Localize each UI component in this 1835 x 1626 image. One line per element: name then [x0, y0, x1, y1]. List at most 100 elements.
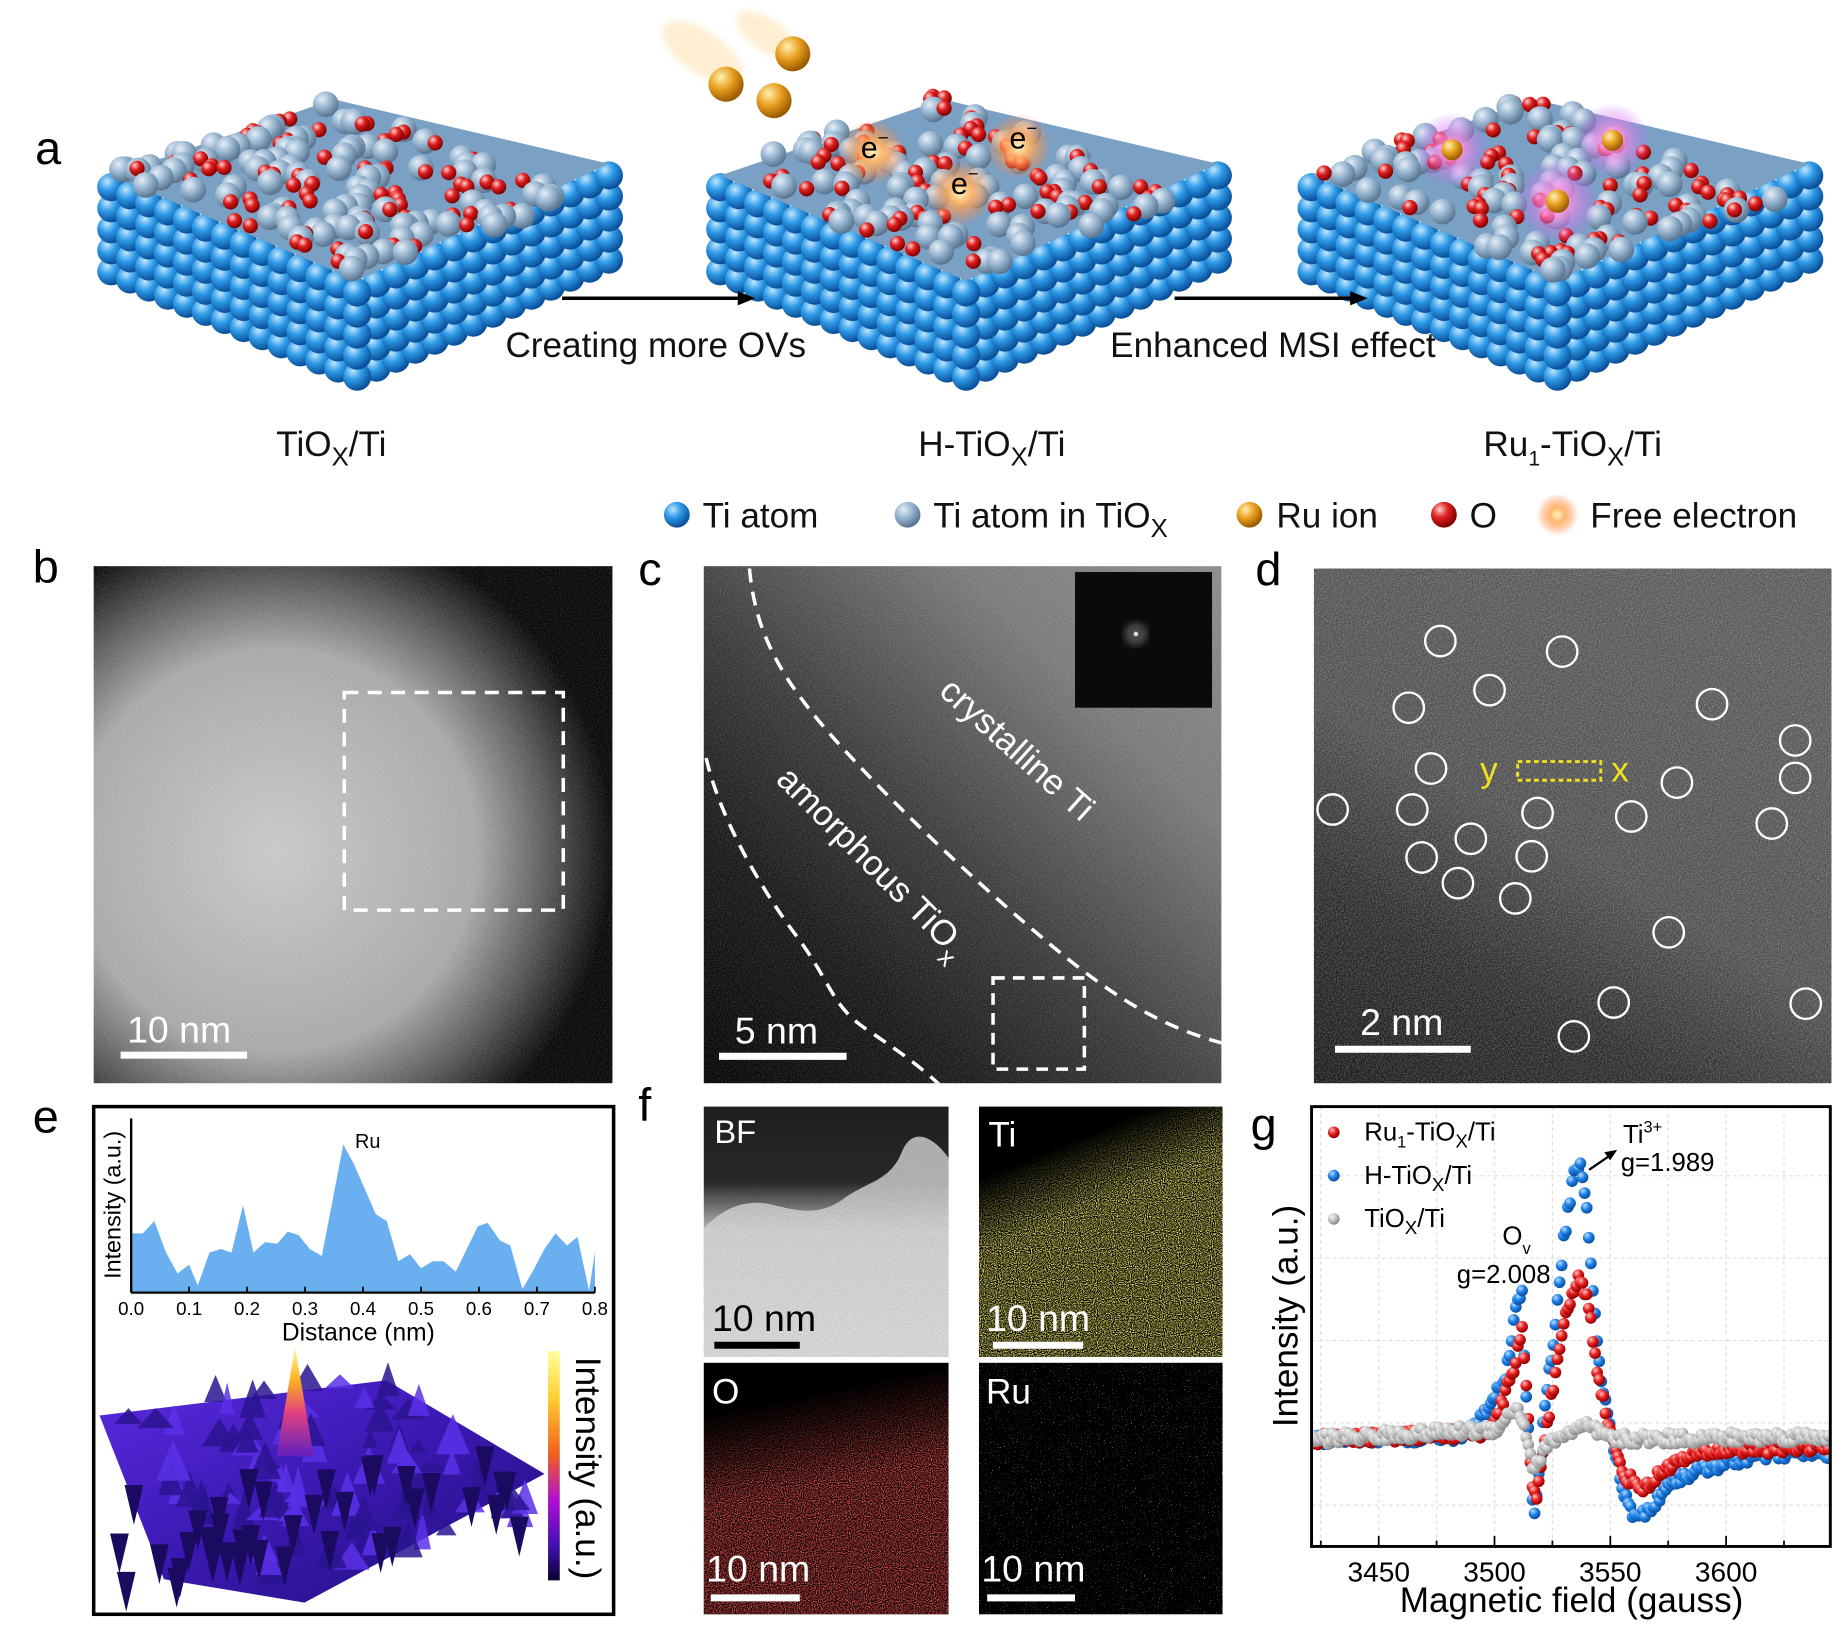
surface-spike	[175, 1471, 204, 1507]
data-point-ru1-tiox	[1551, 1353, 1564, 1366]
o-atom	[459, 217, 475, 233]
single-atom-marker	[1423, 624, 1457, 658]
arrow-creating-ovs: Creating more OVs	[505, 291, 806, 365]
legend-label: O	[1470, 497, 1497, 536]
o-atom	[479, 174, 495, 190]
o-atom	[216, 159, 232, 175]
data-point-ru1-tiox	[1532, 1475, 1545, 1488]
ru-signal	[978, 1362, 1223, 1615]
surface-trough	[170, 1558, 190, 1598]
map-label: Ti	[988, 1115, 1016, 1154]
o-atom	[1700, 184, 1716, 200]
x-axis-label: Magnetic field (gauss)	[1400, 1581, 1744, 1620]
surface-trough	[462, 1487, 481, 1527]
o-atom	[936, 100, 952, 116]
o-atom	[810, 154, 826, 170]
panel-label-c: c	[638, 543, 661, 595]
sample-label-ru1-tiox: Ru1-TiOX/Ti	[1483, 425, 1662, 471]
surface-spike	[365, 1399, 395, 1432]
data-point-tiox	[1522, 1439, 1535, 1451]
arrow1-label: Creating more OVs	[505, 326, 806, 365]
legend-label: H-TiOX/Ti	[1364, 1162, 1472, 1195]
surface-trough	[210, 1513, 230, 1554]
free-electron-swatch	[1536, 493, 1579, 536]
surface-spike	[324, 1374, 355, 1389]
map-label: BF	[714, 1113, 756, 1150]
data-point-h-tiox	[1564, 1197, 1576, 1210]
free-electrons: e− e− e−	[839, 113, 1052, 226]
o-atom	[201, 161, 217, 177]
surface-spike	[204, 1375, 227, 1402]
zoom-region-box	[342, 690, 566, 912]
x-tick-label: 0.4	[350, 1298, 376, 1319]
y-axis-label: Intensity (a.u.)	[100, 1131, 126, 1279]
surface-spike	[354, 1386, 375, 1408]
single-atom-marker	[1405, 841, 1439, 874]
ti-atom-in-tiox	[1486, 234, 1513, 260]
ti-atom-in-tiox	[214, 136, 241, 162]
o-atom	[1000, 197, 1017, 213]
ti-atom-in-tiox	[1539, 256, 1566, 283]
single-atom-marker	[1395, 793, 1429, 826]
ti-atom-in-tiox	[1761, 186, 1788, 212]
data-point-ru1-tiox	[1557, 1317, 1570, 1330]
surface-spike	[362, 1429, 378, 1449]
ru-ions-incoming	[662, 10, 811, 119]
o-atom	[1472, 212, 1489, 228]
data-point-ru1-tiox	[1530, 1493, 1543, 1505]
o-atom	[1032, 170, 1048, 186]
single-atom-marker	[1695, 687, 1729, 721]
ti-atom-in-tiox	[257, 169, 284, 196]
surface-trough	[241, 1525, 261, 1566]
x-tick-label: 3450	[1347, 1557, 1410, 1588]
surface-trough	[275, 1546, 295, 1587]
o-atom	[1632, 187, 1648, 203]
data-point-ru1-tiox	[1516, 1320, 1528, 1333]
ti-signal	[978, 1106, 1223, 1357]
line-profile-box	[1516, 760, 1603, 782]
ti-atom-in-tiox	[132, 172, 159, 198]
o-atom	[886, 216, 902, 232]
single-atom-marker	[1521, 796, 1554, 830]
data-point-ru1-tiox	[1547, 1384, 1560, 1397]
data-point-h-tiox	[1555, 1259, 1568, 1272]
ti-atom-in-tiox	[1497, 98, 1524, 125]
data-point-ru1-tiox	[1599, 1407, 1612, 1420]
o-atom	[1077, 194, 1093, 211]
electron-label: e−	[861, 127, 889, 165]
legend-label: Ti atom	[703, 497, 819, 536]
ti-atom-in-tiox	[1429, 198, 1456, 225]
x-tick-label: 0.1	[176, 1298, 202, 1319]
o-atom	[1702, 213, 1718, 229]
surface-trough	[188, 1510, 208, 1551]
surface-trough	[110, 1533, 129, 1574]
panel-label-g: g	[1251, 1099, 1277, 1151]
data-point-ru1-tiox	[1507, 1366, 1520, 1379]
map-ti: Ti 10 nm	[978, 1106, 1223, 1357]
panel-g: g 3450 3500 3550 3600 Intensity (a.u.) Magn…	[1251, 1099, 1832, 1620]
single-atom-marker	[1454, 822, 1488, 856]
single-atom-marker	[1778, 761, 1812, 795]
panel-b: b 10 nm	[33, 541, 613, 1084]
scale-bar-label: 10 nm	[127, 1008, 231, 1050]
x-tick-label: 0.7	[524, 1298, 550, 1319]
o-atom	[823, 136, 839, 153]
map-label: O	[712, 1373, 739, 1412]
surface-trough	[304, 1494, 324, 1535]
surface-spike	[235, 1411, 263, 1440]
ti-atom	[343, 341, 372, 370]
data-point-ru1-tiox	[1564, 1298, 1576, 1311]
single-atom-marker	[1597, 986, 1631, 1019]
o-atom	[859, 222, 875, 238]
ti-atom-in-tiox	[1574, 243, 1600, 269]
scale-bar-label: 2 nm	[1360, 1001, 1443, 1043]
panel-e: e Intensity (a.u.) Distance (nm) Ru 0.0 0…	[33, 1090, 616, 1617]
surface-trough	[217, 1542, 237, 1582]
electron-label: e−	[1009, 118, 1037, 156]
surface-trough	[320, 1531, 340, 1571]
ti-atom-in-tiox	[917, 131, 944, 157]
surface-trough	[421, 1472, 441, 1513]
single-atom-marker	[1614, 800, 1648, 833]
single-atom-marker	[1498, 882, 1532, 915]
